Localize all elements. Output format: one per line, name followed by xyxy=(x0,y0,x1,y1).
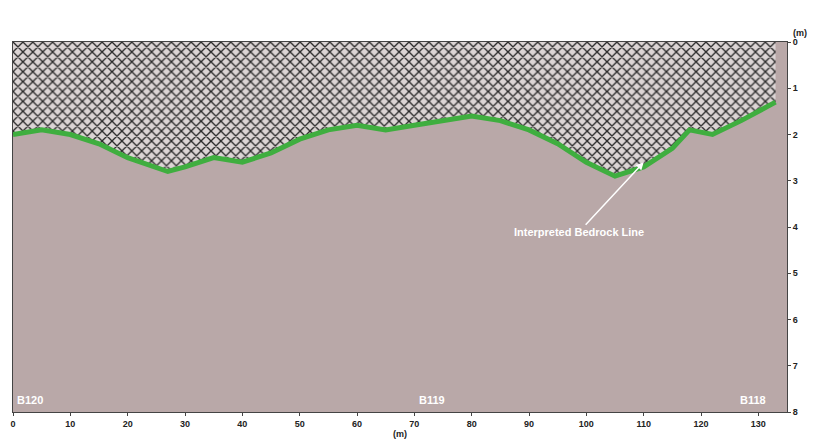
svg-text:100: 100 xyxy=(579,419,594,429)
svg-text:90: 90 xyxy=(524,419,534,429)
svg-text:B120: B120 xyxy=(17,394,43,406)
svg-text:80: 80 xyxy=(467,419,477,429)
svg-text:50: 50 xyxy=(295,419,305,429)
svg-text:(m): (m) xyxy=(393,429,407,439)
svg-text:2: 2 xyxy=(793,130,798,140)
svg-text:1: 1 xyxy=(793,83,798,93)
svg-text:0: 0 xyxy=(793,37,798,47)
svg-text:4: 4 xyxy=(793,222,798,232)
svg-text:B119: B119 xyxy=(419,394,445,406)
svg-text:B118: B118 xyxy=(740,394,766,406)
svg-text:110: 110 xyxy=(636,419,651,429)
svg-text:8: 8 xyxy=(793,407,798,417)
svg-text:70: 70 xyxy=(409,419,419,429)
svg-text:3: 3 xyxy=(793,176,798,186)
svg-text:10: 10 xyxy=(65,419,75,429)
svg-text:40: 40 xyxy=(237,419,247,429)
svg-text:60: 60 xyxy=(352,419,362,429)
svg-text:120: 120 xyxy=(693,419,708,429)
svg-text:6: 6 xyxy=(793,315,798,325)
svg-text:130: 130 xyxy=(751,419,766,429)
svg-text:Interpreted Bedrock Line: Interpreted Bedrock Line xyxy=(514,226,644,238)
svg-text:5: 5 xyxy=(793,268,798,278)
svg-text:30: 30 xyxy=(180,419,190,429)
svg-text:20: 20 xyxy=(123,419,133,429)
svg-text:(m): (m) xyxy=(793,28,807,38)
svg-text:0: 0 xyxy=(10,419,15,429)
svg-text:7: 7 xyxy=(793,361,798,371)
